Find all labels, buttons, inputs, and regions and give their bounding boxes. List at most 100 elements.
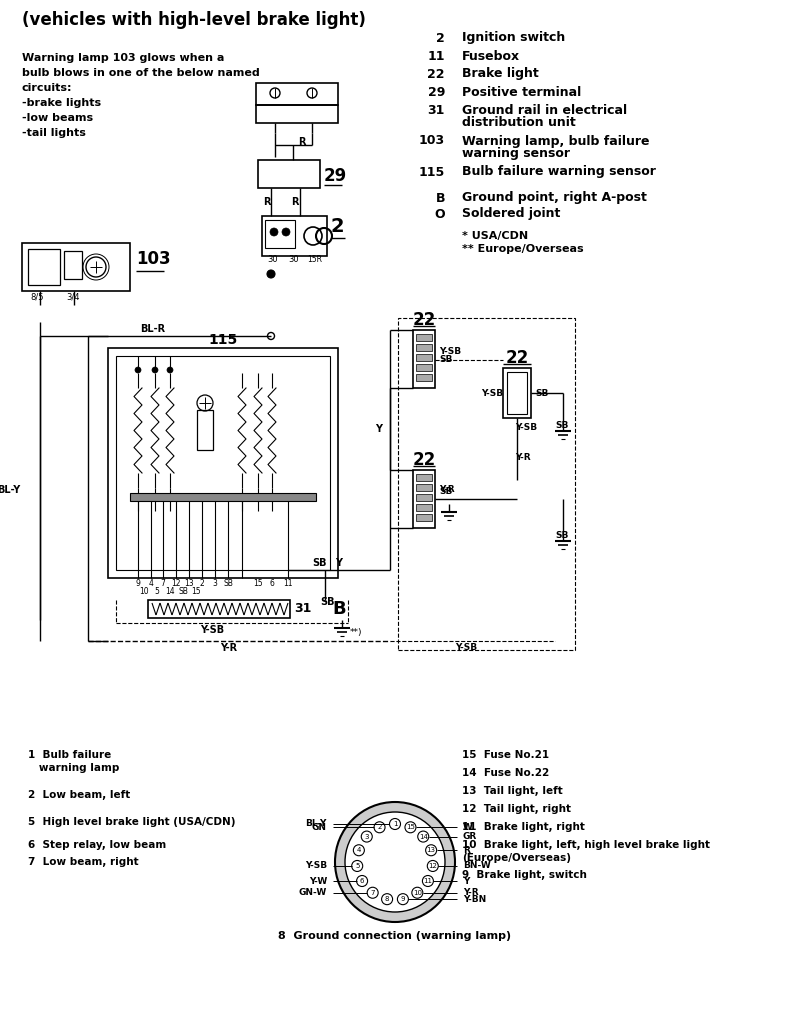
Text: 13: 13 <box>427 847 436 853</box>
Text: (vehicles with high-level brake light): (vehicles with high-level brake light) <box>22 11 366 29</box>
Text: BL-R: BL-R <box>140 324 165 334</box>
Text: 2  Low beam, left: 2 Low beam, left <box>28 790 130 800</box>
Text: 29: 29 <box>428 85 445 98</box>
Text: B: B <box>436 191 445 205</box>
Text: 103: 103 <box>136 250 170 268</box>
Text: Bulb failure warning sensor: Bulb failure warning sensor <box>462 166 656 178</box>
Text: 2: 2 <box>200 580 204 589</box>
Circle shape <box>335 802 455 922</box>
Text: 3: 3 <box>212 580 218 589</box>
Text: 4: 4 <box>357 847 361 853</box>
Bar <box>265 220 295 248</box>
Text: 10  Brake light, left, high level brake light: 10 Brake light, left, high level brake l… <box>462 840 710 850</box>
Text: 1: 1 <box>393 821 397 827</box>
Text: Brake light: Brake light <box>462 68 539 81</box>
Text: BL-Y: BL-Y <box>0 485 20 495</box>
Text: Y: Y <box>375 424 382 434</box>
Circle shape <box>345 812 445 912</box>
Text: bulb blows in one of the below named: bulb blows in one of the below named <box>22 68 260 78</box>
Text: Y-SB: Y-SB <box>481 388 503 397</box>
Text: 14: 14 <box>419 834 428 840</box>
Text: 9  Brake light, switch: 9 Brake light, switch <box>462 870 587 880</box>
Text: 12: 12 <box>428 863 437 869</box>
Text: 12: 12 <box>171 580 181 589</box>
Text: ** Europe/Overseas: ** Europe/Overseas <box>462 244 584 254</box>
Bar <box>130 493 316 501</box>
Bar <box>64 251 82 279</box>
Text: 10: 10 <box>413 890 422 896</box>
Text: * USA/CDN: * USA/CDN <box>462 231 528 241</box>
Text: 22: 22 <box>428 68 445 81</box>
Bar <box>416 494 432 501</box>
Text: Y-SB: Y-SB <box>439 347 461 356</box>
Text: 5: 5 <box>155 588 159 597</box>
Text: 6: 6 <box>360 878 365 884</box>
Bar <box>416 484 432 490</box>
Circle shape <box>270 228 278 236</box>
Text: 30: 30 <box>267 256 278 264</box>
Bar <box>116 356 330 570</box>
Text: GN-W: GN-W <box>299 888 327 897</box>
Text: 14: 14 <box>165 588 175 597</box>
Text: Y-BN: Y-BN <box>463 895 486 903</box>
Text: SB: SB <box>223 580 233 589</box>
Text: 13: 13 <box>184 580 194 589</box>
Text: 9: 9 <box>401 896 405 902</box>
Text: Ground point, right A-post: Ground point, right A-post <box>462 191 647 205</box>
Text: 31: 31 <box>428 103 445 117</box>
Text: SB: SB <box>555 422 568 430</box>
Text: Fusebox: Fusebox <box>462 49 520 62</box>
Bar <box>416 344 432 351</box>
Text: GR: GR <box>463 833 477 841</box>
Bar <box>108 348 338 578</box>
Text: 15R: 15R <box>307 256 322 264</box>
Text: Y-R: Y-R <box>463 888 479 897</box>
Text: Soldered joint: Soldered joint <box>462 208 560 220</box>
Bar <box>413 330 435 388</box>
Text: SB: SB <box>555 531 568 541</box>
Text: 11: 11 <box>424 878 432 884</box>
Bar <box>197 410 213 450</box>
Text: distribution unit: distribution unit <box>462 117 576 129</box>
Text: R: R <box>263 197 271 207</box>
Text: Y: Y <box>463 877 469 886</box>
Text: 15: 15 <box>191 588 201 597</box>
Text: 15: 15 <box>253 580 263 589</box>
Text: 10: 10 <box>139 588 149 597</box>
Bar <box>416 334 432 341</box>
Text: 30: 30 <box>288 256 298 264</box>
Bar <box>22 243 130 291</box>
Bar <box>416 514 432 521</box>
Text: SB: SB <box>535 388 548 397</box>
Text: Y-R: Y-R <box>515 454 531 463</box>
Text: 1  Bulb failure: 1 Bulb failure <box>28 750 111 760</box>
Circle shape <box>167 367 173 373</box>
Text: Positive terminal: Positive terminal <box>462 85 581 98</box>
Text: Y-W: Y-W <box>308 877 327 886</box>
Text: R: R <box>463 846 470 855</box>
Text: BN-W: BN-W <box>463 861 491 870</box>
Text: SB: SB <box>320 597 335 607</box>
Text: 2: 2 <box>331 216 345 236</box>
Text: 7: 7 <box>370 890 375 896</box>
Text: 14  Fuse No.22: 14 Fuse No.22 <box>462 768 549 778</box>
Text: 2: 2 <box>377 824 382 830</box>
Text: 4: 4 <box>148 580 153 589</box>
Text: 6  Step relay, low beam: 6 Step relay, low beam <box>28 840 166 850</box>
Text: Y-SB: Y-SB <box>455 643 477 652</box>
Text: GN: GN <box>312 823 327 831</box>
Text: **): **) <box>350 628 362 637</box>
Text: -tail lights: -tail lights <box>22 128 86 138</box>
Text: Ignition switch: Ignition switch <box>462 32 565 44</box>
Text: 12  Tail light, right: 12 Tail light, right <box>462 804 571 814</box>
Text: warning lamp: warning lamp <box>28 763 119 773</box>
Text: 2: 2 <box>436 32 445 44</box>
Text: 22: 22 <box>506 349 529 367</box>
Bar <box>256 83 338 105</box>
Text: Y-SB: Y-SB <box>200 625 224 635</box>
Bar <box>416 354 432 361</box>
Text: 5: 5 <box>355 863 360 869</box>
Bar <box>413 470 435 528</box>
Text: 103: 103 <box>419 134 445 147</box>
Text: Y: Y <box>335 558 342 568</box>
